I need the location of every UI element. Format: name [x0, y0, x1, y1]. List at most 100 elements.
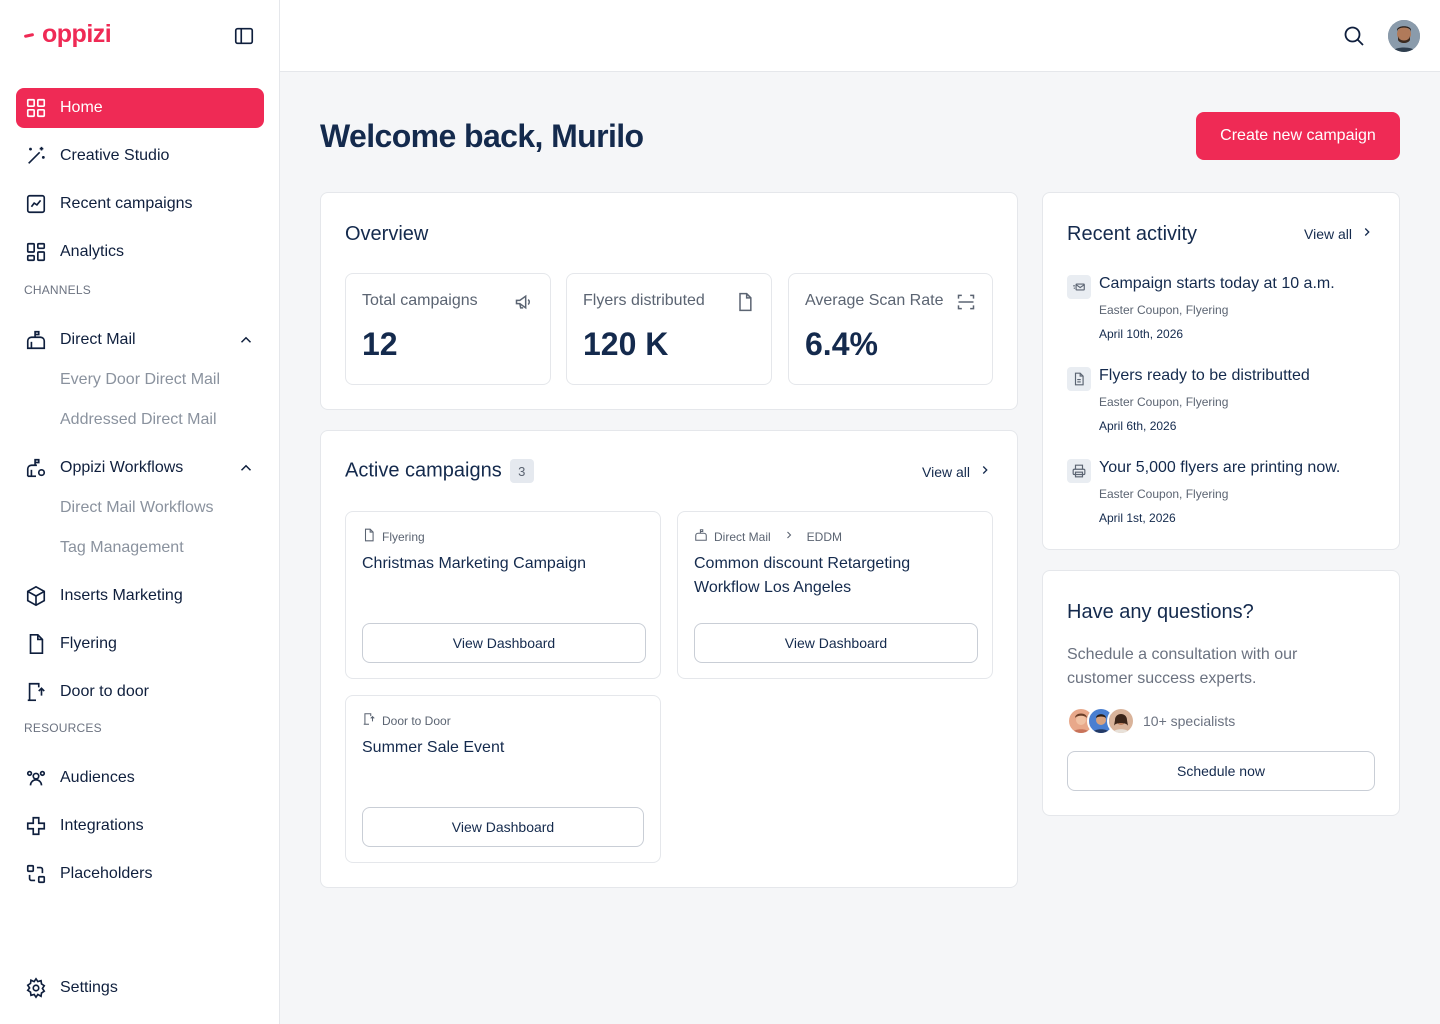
sidebar-item-oppizi-workflows[interactable]: Oppizi Workflows: [16, 448, 264, 488]
count-badge: 3: [509, 459, 534, 483]
sidebar-subitem-eddm[interactable]: Every Door Direct Mail: [60, 371, 221, 388]
active-view-all-link[interactable]: View all: [922, 463, 992, 480]
placeholder-icon: [24, 862, 48, 886]
campaign-name: Summer Sale Event: [362, 739, 505, 756]
activity-title: Flyers ready to be distributted: [1099, 367, 1310, 384]
activity-item[interactable]: Your 5,000 flyers are printing now. East…: [1067, 459, 1377, 529]
activity-subtitle: Easter Coupon, Flyering: [1099, 487, 1229, 501]
activity-subtitle: Easter Coupon, Flyering: [1099, 303, 1229, 317]
activity-item[interactable]: Flyers ready to be distributted Easter C…: [1067, 367, 1377, 437]
sidebar-subitem-addressed-direct-mail[interactable]: Addressed Direct Mail: [60, 411, 217, 428]
view-all-label: View all: [922, 463, 970, 480]
main-nav: Home Creative Studio Recent campaigns An…: [16, 88, 264, 902]
sidebar: oppizi Home Creative Studio Recent campa…: [0, 0, 280, 1024]
sidebar-item-home[interactable]: Home: [16, 88, 264, 128]
campaign-name: Common discount Retargeting Workflow Los…: [694, 555, 911, 596]
sidebar-item-settings[interactable]: Settings: [16, 968, 264, 1008]
chevron-right-icon: [978, 463, 992, 480]
sidebar-item-recent-campaigns[interactable]: Recent campaigns: [16, 184, 264, 224]
printer-icon: [1067, 459, 1091, 483]
chevron-up-icon[interactable]: [236, 458, 256, 478]
activity-item[interactable]: Campaign starts today at 10 a.m. Easter …: [1067, 275, 1377, 345]
chevron-up-icon[interactable]: [236, 330, 256, 350]
logo-mark-icon: [24, 31, 38, 39]
sidebar-item-label: Placeholders: [60, 865, 153, 882]
campaign-card: Door to Door Summer Sale Event View Dash…: [345, 695, 661, 863]
stat-flyers-distributed: Flyers distributed 120 K: [566, 273, 772, 385]
specialists-count: 10+ specialists: [1143, 713, 1236, 729]
logo-text: oppizi: [42, 20, 112, 48]
stat-label: Average Scan Rate: [805, 292, 944, 309]
activity-date: April 1st, 2026: [1099, 511, 1176, 525]
view-dashboard-button[interactable]: View Dashboard: [362, 623, 646, 663]
sidebar-item-flyering[interactable]: Flyering: [16, 624, 264, 664]
campaign-channel: Direct Mail: [714, 529, 771, 544]
sidebar-item-creative-studio[interactable]: Creative Studio: [16, 136, 264, 176]
sidebar-item-inserts-marketing[interactable]: Inserts Marketing: [16, 576, 264, 616]
activity-view-all-link[interactable]: View all: [1304, 225, 1374, 242]
chevron-right-icon: [783, 529, 795, 544]
view-dashboard-button[interactable]: View Dashboard: [694, 623, 978, 663]
sidebar-toggle-icon[interactable]: [233, 25, 255, 47]
schedule-now-button[interactable]: Schedule now: [1067, 751, 1375, 791]
campaign-meta: Door to Door: [362, 712, 451, 729]
view-dashboard-button[interactable]: View Dashboard: [362, 807, 644, 847]
campaign-channel: Door to Door: [382, 713, 451, 728]
sidebar-subitem-direct-mail-workflows[interactable]: Direct Mail Workflows: [60, 499, 214, 516]
campaign-channel: Flyering: [382, 529, 425, 544]
specialist-avatars: [1067, 707, 1135, 735]
recent-activity-title: Recent activity: [1067, 223, 1198, 245]
mailbox-icon: [24, 328, 48, 352]
sparkle-wand-icon: [24, 144, 48, 168]
gear-icon: [24, 976, 48, 1000]
sidebar-item-direct-mail[interactable]: Direct Mail: [16, 320, 264, 360]
active-campaigns-card: Active campaigns 3 View all Flyering Chri…: [320, 430, 1018, 888]
sidebar-item-label: Audiences: [60, 769, 135, 786]
sidebar-item-label: Inserts Marketing: [60, 587, 183, 604]
sidebar-item-analytics[interactable]: Analytics: [16, 232, 264, 272]
section-channels: CHANNELS: [24, 283, 91, 297]
sidebar-item-placeholders[interactable]: Placeholders: [16, 854, 264, 894]
sidebar-item-label: Home: [60, 99, 103, 116]
search-icon[interactable]: [1342, 24, 1366, 48]
sidebar-item-integrations[interactable]: Integrations: [16, 806, 264, 846]
campaign-meta: Direct Mail EDDM: [694, 528, 842, 545]
sidebar-item-label: Recent campaigns: [60, 195, 193, 212]
document-icon: [1067, 367, 1091, 391]
activity-subtitle: Easter Coupon, Flyering: [1099, 395, 1229, 409]
sidebar-item-door-to-door[interactable]: Door to door: [16, 672, 264, 712]
stat-average-scan-rate: Average Scan Rate 6.4%: [788, 273, 993, 385]
file-icon: [362, 528, 376, 545]
settings-area: Settings: [16, 968, 264, 1016]
chart-line-icon: [24, 192, 48, 216]
activity-date: April 6th, 2026: [1099, 419, 1177, 433]
active-campaigns-header: Active campaigns 3: [345, 459, 534, 483]
user-avatar[interactable]: [1388, 20, 1420, 52]
workflow-icon: [24, 456, 48, 480]
sidebar-item-audiences[interactable]: Audiences: [16, 758, 264, 798]
sidebar-item-label: Creative Studio: [60, 147, 170, 164]
create-campaign-button[interactable]: Create new campaign: [1196, 112, 1400, 160]
sidebar-item-label: Direct Mail: [60, 331, 136, 348]
activity-date: April 10th, 2026: [1099, 327, 1184, 341]
mailbox-icon: [694, 528, 708, 545]
stat-value: 120 K: [583, 326, 669, 362]
campaign-card: Direct Mail EDDM Common discount Retarge…: [677, 511, 993, 679]
questions-text: Schedule a consultation with our custome…: [1067, 646, 1298, 687]
oppizi-logo[interactable]: oppizi: [24, 20, 112, 49]
overview-title: Overview: [345, 223, 429, 245]
chevron-right-icon: [1360, 225, 1374, 242]
file-icon: [735, 292, 755, 312]
users-icon: [24, 766, 48, 790]
section-resources: RESOURCES: [24, 721, 102, 735]
sidebar-item-label: Oppizi Workflows: [60, 459, 184, 476]
sidebar-subitem-tag-management[interactable]: Tag Management: [60, 539, 184, 556]
scan-icon: [956, 292, 976, 312]
questions-card: Have any questions? Schedule a consultat…: [1042, 570, 1400, 816]
overview-card: Overview Total campaigns 12 Flyers distr…: [320, 192, 1018, 410]
page-title: Welcome back, Murilo: [320, 118, 644, 154]
sidebar-item-label: Settings: [60, 979, 118, 996]
mail-icon: [1067, 275, 1091, 299]
campaign-name: Christmas Marketing Campaign: [362, 555, 587, 572]
campaign-subchannel: EDDM: [806, 529, 843, 544]
